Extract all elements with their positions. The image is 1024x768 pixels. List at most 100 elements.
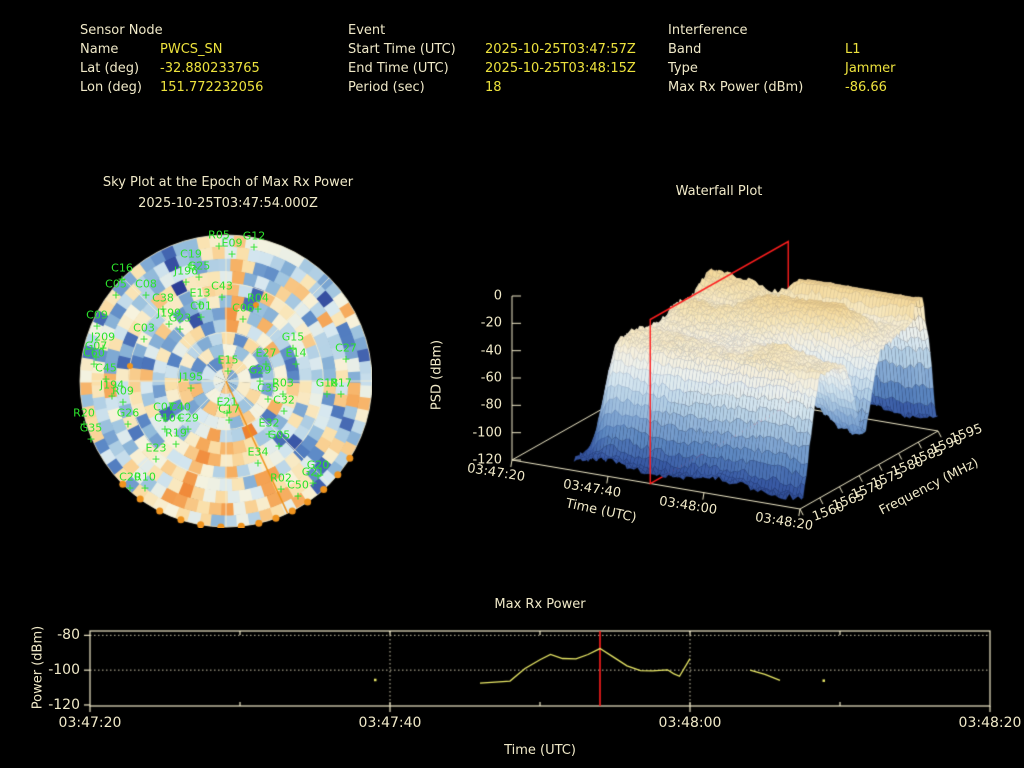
psd-tick-label: -80 (480, 397, 502, 413)
satellite-marker-R17: + (336, 387, 346, 401)
satellite-marker-G23: + (175, 322, 185, 336)
interference-panel: Interference Band L1 Type Jammer Max Rx Po… (668, 21, 895, 97)
satellite-marker-R19: + (171, 437, 181, 451)
satellite-marker-G05: + (274, 439, 284, 453)
waterfall-time-tick-label: 03:48:20 (753, 510, 815, 534)
power-x-axis-label: Time (UTC) (504, 743, 576, 758)
satellite-marker-R02: + (276, 482, 286, 496)
psd-tick-label: 0 (493, 288, 502, 304)
satellite-marker-E14: + (291, 357, 301, 371)
satellite-marker-G12: + (249, 240, 259, 254)
satellite-marker-R04: + (253, 302, 263, 316)
satellite-label-C50: C50 (287, 478, 309, 492)
satellite-marker-C32: + (279, 404, 289, 418)
satellite-label-C60: C60 (83, 346, 105, 360)
satellite-label-C19: C19 (180, 247, 202, 261)
satellite-marker-C43: + (217, 290, 227, 304)
satellite-label-E34: E34 (247, 445, 269, 459)
satellite-marker-J199: + (164, 317, 174, 331)
satellite-label-E15: E15 (217, 353, 239, 367)
power-y-tick-label: -120 (48, 696, 80, 713)
psd-tick-label: -20 (480, 315, 502, 331)
lon-value: 151.772232056 (160, 80, 264, 95)
satellite-marker-G15: + (288, 341, 298, 355)
satellite-marker-J195: + (186, 381, 196, 395)
satellite-marker-G29: + (255, 374, 265, 388)
satellite-label-G07: G07 (84, 339, 108, 353)
satellite-label-C16: C16 (111, 261, 133, 275)
band-label: Band (668, 42, 702, 57)
satellite-label-G20: G20 (306, 458, 330, 472)
satellite-label-G05: G05 (267, 428, 291, 442)
satellite-label-C10: C10 (154, 411, 176, 425)
start-time-label: Start Time (UTC) (348, 42, 456, 57)
satellite-label-C29: C29 (177, 411, 199, 425)
max-rx-power-value: -86.66 (845, 80, 887, 95)
satellite-label-R10: R10 (134, 470, 156, 484)
satellite-marker-C03: + (139, 332, 149, 346)
type-value: Jammer (845, 61, 896, 76)
satellite-label-E13: E13 (189, 286, 211, 300)
end-time-value: 2025-10-25T03:48:15Z (485, 61, 636, 76)
satellite-marker-C27: + (341, 352, 351, 366)
power-x-tick-label: 03:48:20 (958, 715, 1022, 731)
satellite-marker-G07: + (91, 350, 101, 364)
power-x-tick-label: 03:47:40 (358, 715, 422, 731)
satellite-label-J199: J199 (156, 306, 182, 320)
satellite-label-J194: J194 (99, 378, 125, 392)
name-value: PWCS_SN (160, 42, 223, 57)
psd-tick-label: -60 (480, 370, 502, 386)
satellite-label-G35: G35 (79, 421, 103, 435)
satellite-marker-J196: + (181, 275, 191, 289)
satellite-label-E14: E14 (285, 346, 307, 360)
lon-label: Lon (deg) (80, 80, 142, 95)
period-value: 18 (485, 80, 502, 95)
satellite-label-C05: C05 (105, 277, 127, 291)
satellite-label-G15: G15 (281, 330, 305, 344)
waterfall-time-axis-label: Time (UTC) (564, 495, 638, 526)
satellite-label-E27: E27 (255, 346, 277, 360)
satellite-marker-G25: + (194, 270, 204, 284)
satellite-marker-C40: + (175, 411, 185, 425)
sky-plot-canvas (76, 232, 372, 528)
satellite-marker-E13: + (195, 297, 205, 311)
satellite-marker-R20: + (79, 417, 89, 431)
satellite-marker-E15: + (223, 364, 233, 378)
psd-axis-label: PSD (dBm) (429, 339, 445, 411)
satellite-marker-J209: + (98, 341, 108, 355)
satellite-label-G25: G25 (187, 259, 211, 273)
psd-tick-label: -100 (472, 425, 502, 441)
power-x-tick-label: 03:48:00 (658, 715, 722, 731)
sky-plot: R05 + G12 + E09 + C19 + G25 + C16 + J196 + C05 + C08 + C43… (73, 229, 372, 528)
satellite-label-E23: E23 (145, 441, 167, 455)
satellite-label-E32: E32 (258, 416, 280, 430)
psd-tick-label: -40 (480, 343, 502, 359)
satellite-marker-C16: + (117, 272, 127, 286)
power-x-tick-label: 03:47:20 (58, 715, 122, 731)
satellite-label-C01: C01 (190, 299, 212, 313)
waterfall-axis-labels: 0 -20 -40 -60 -80 -100 -120 03:47:20 03:47:40 03:… (420, 190, 1024, 550)
satellite-marker-C10: + (160, 422, 170, 436)
sky-plot-title: Sky Plot at the Epoch of Max Rx Power 20… (30, 172, 426, 214)
interference-title: Interference (668, 23, 748, 38)
satellite-label-R09: R09 (112, 384, 134, 398)
satellite-label-C45: C45 (95, 361, 117, 375)
satellite-label-G23: G23 (168, 311, 192, 325)
waterfall-canvas (420, 190, 1024, 550)
power-y-tick-label: -100 (48, 662, 80, 679)
name-label: Name (80, 42, 119, 57)
satellite-label-G12: G12 (242, 229, 266, 243)
satellite-marker-E23: + (151, 452, 161, 466)
satellite-label-G29: G29 (248, 363, 272, 377)
satellite-label-E09: E09 (221, 236, 243, 250)
satellite-label-C08: C08 (135, 277, 157, 291)
sensor-node-panel: Sensor Node Name PWCS_SN Lat (deg) -32.880… (80, 21, 263, 97)
power-y-tick-label: -80 (57, 627, 80, 644)
satellite-label-J196: J196 (173, 264, 199, 278)
satellite-marker-R09: + (118, 395, 128, 409)
waterfall-time-tick-label: 03:48:00 (657, 493, 719, 518)
satellite-label-R20: R20 (73, 406, 95, 420)
psd-tick-label: -120 (472, 452, 502, 468)
satellite-marker-G20: + (313, 469, 323, 483)
